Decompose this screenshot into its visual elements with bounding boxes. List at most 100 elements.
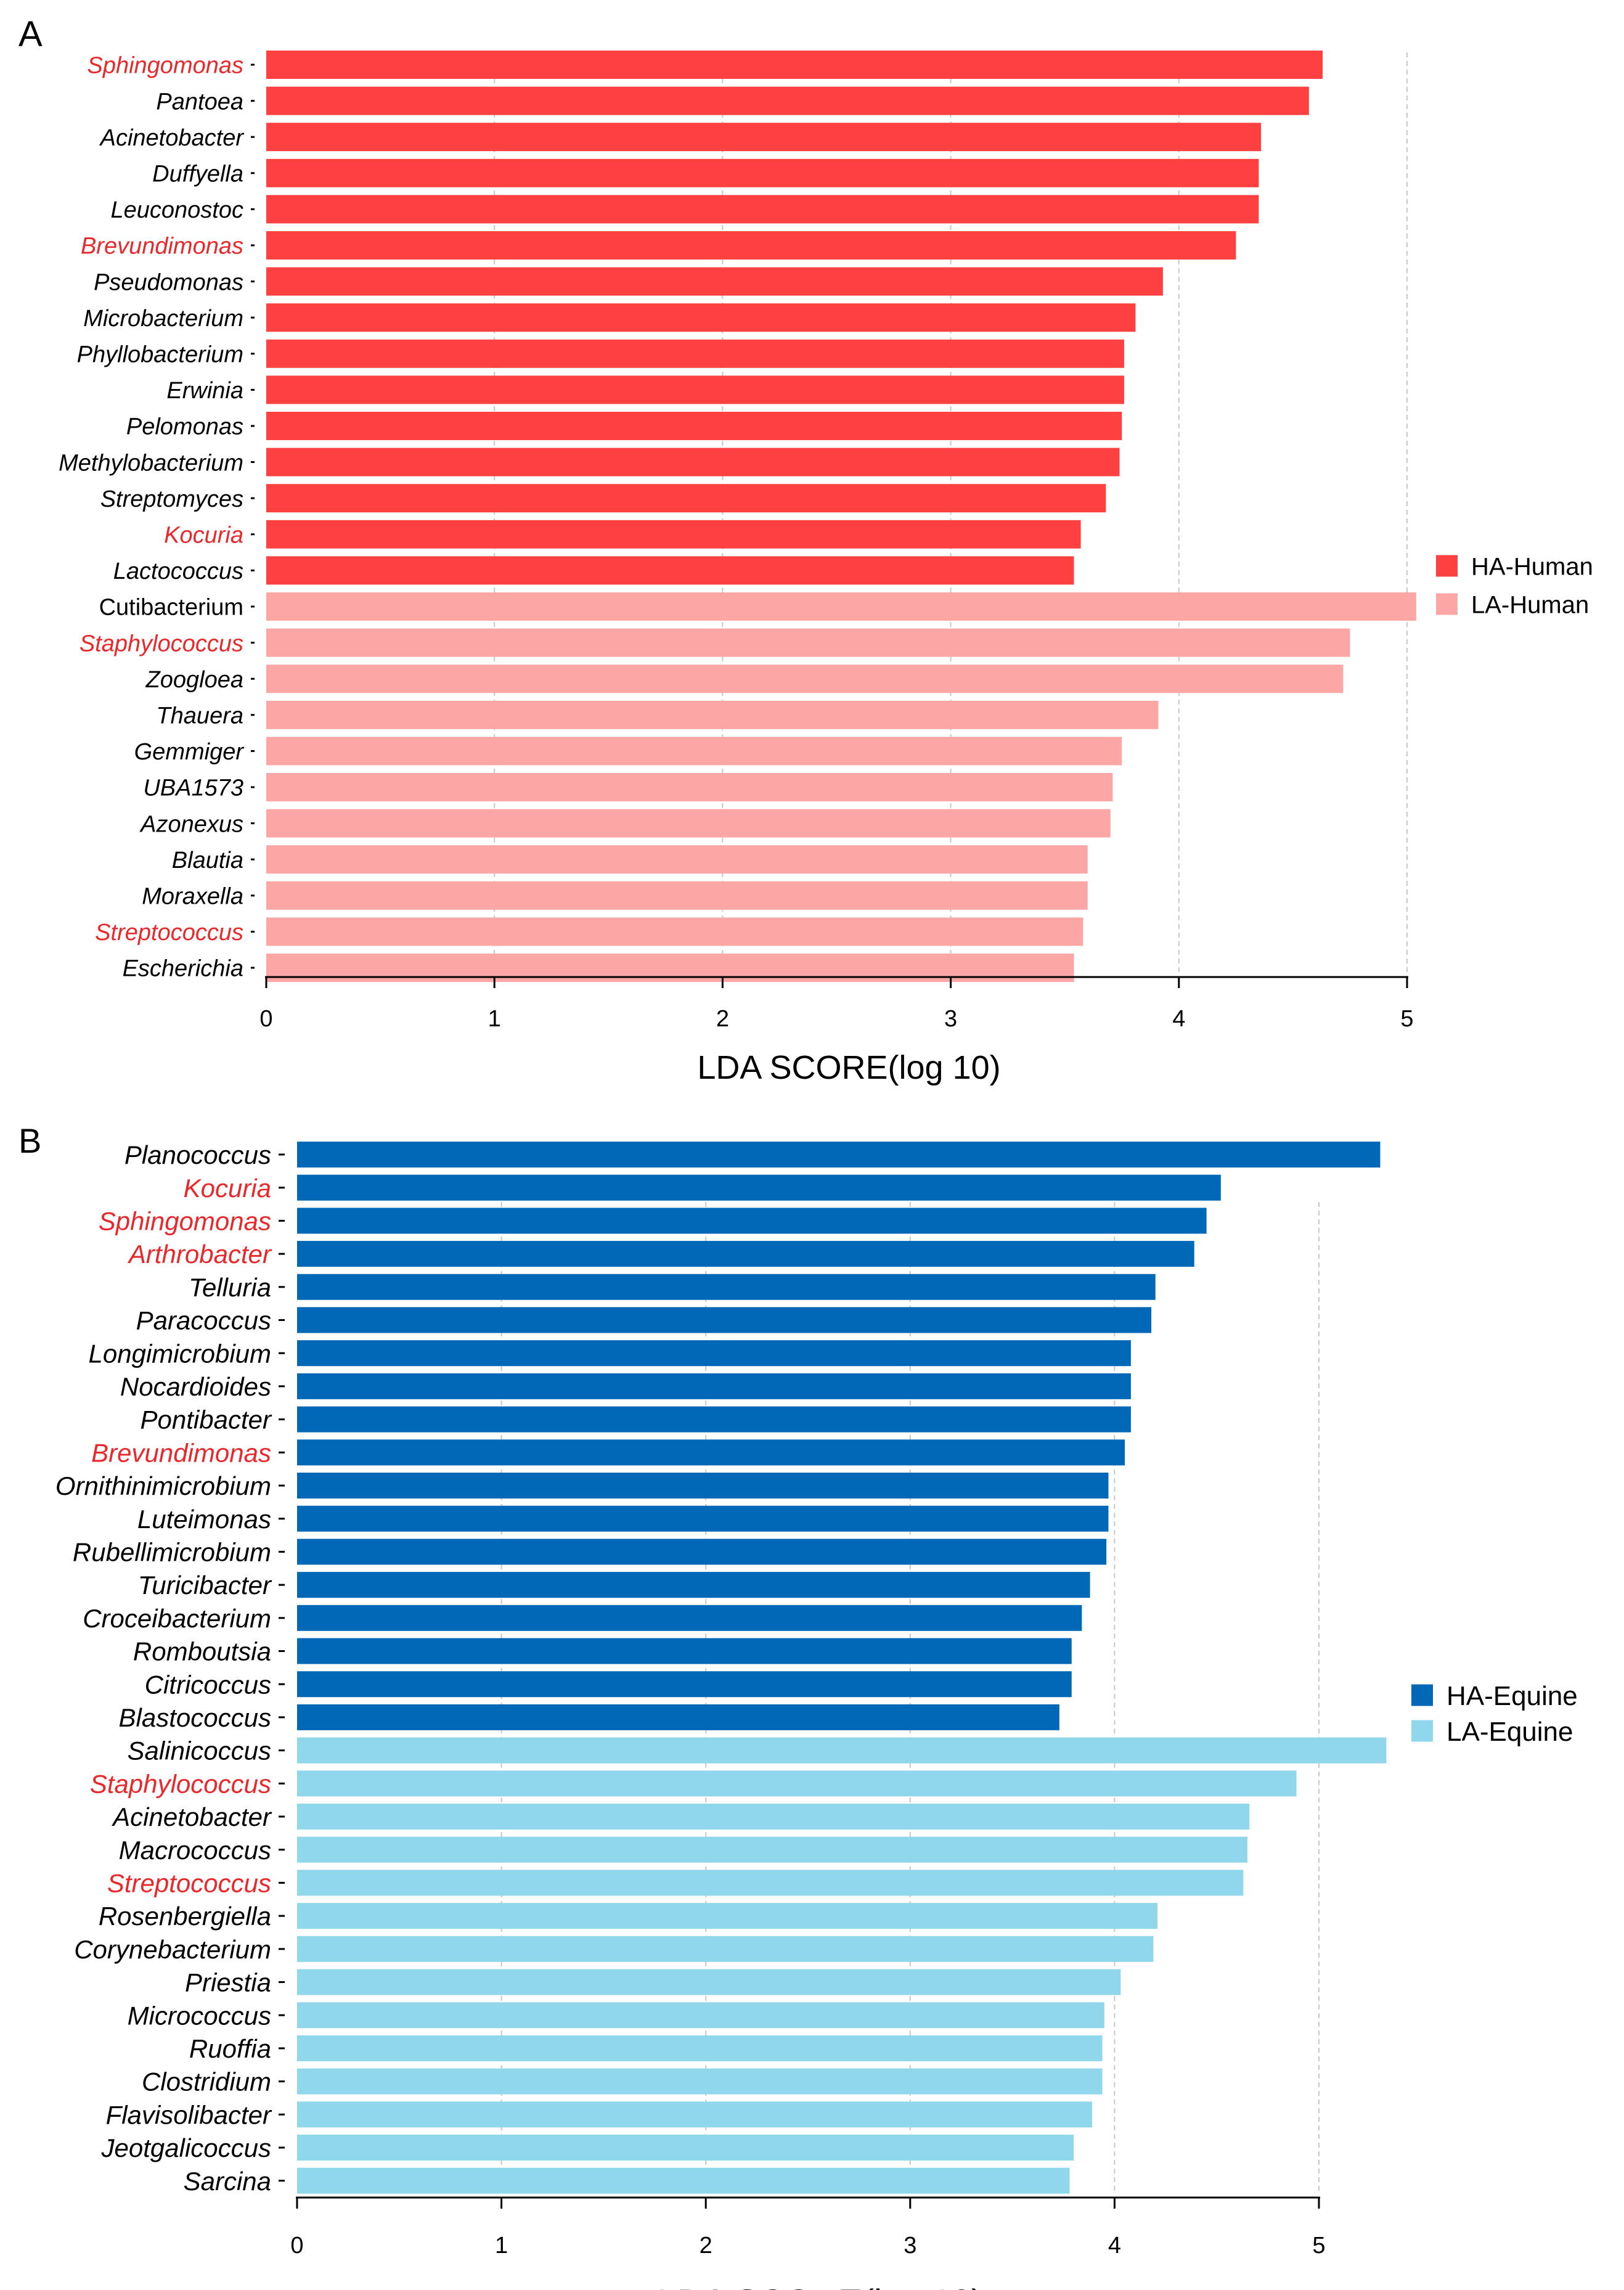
- category-label: Romboutsia: [133, 1637, 271, 1666]
- bar: [297, 1903, 1158, 1929]
- category-label: Staphylococcus: [90, 1769, 271, 1798]
- bar: [297, 1638, 1072, 1664]
- x-axis-title: LDA SCORE(log 10): [697, 1049, 1000, 1086]
- category-label: Streptococcus: [107, 1869, 271, 1898]
- bar: [266, 448, 1120, 476]
- bar: [266, 520, 1081, 549]
- category-label: Duffyella: [152, 161, 243, 187]
- category-label: Brevundimonas: [81, 234, 243, 260]
- category-label: Flavisolibacter: [106, 2100, 272, 2129]
- bar: [297, 1936, 1154, 1962]
- category-label: Priestia: [185, 1968, 271, 1997]
- bar: [297, 1174, 1221, 1201]
- category-label: Macrococcus: [119, 1836, 271, 1865]
- category-label: Nocardioides: [120, 1372, 271, 1401]
- category-label: Jeotgalicoccus: [101, 2133, 271, 2162]
- legend-swatch: [1436, 555, 1458, 577]
- bar: [297, 1307, 1152, 1333]
- category-label: Lactococcus: [113, 558, 243, 584]
- category-label: Staphylococcus: [80, 631, 243, 656]
- category-label: Longimicrobium: [89, 1339, 271, 1368]
- category-label: Rosenbergiella: [99, 1902, 271, 1931]
- category-label: Micrococcus: [128, 2001, 271, 2030]
- bar: [266, 700, 1159, 729]
- panel-label: B: [18, 1121, 41, 1160]
- bar: [266, 556, 1074, 585]
- category-label: Brevundimonas: [91, 1438, 271, 1467]
- category-label: Sphingomonas: [87, 53, 243, 79]
- category-label: Methylobacterium: [59, 450, 243, 476]
- legend-swatch: [1436, 593, 1458, 615]
- bar: [297, 1969, 1121, 1995]
- bar: [297, 1737, 1387, 1764]
- category-label: Sarcina: [184, 2167, 271, 2196]
- x-tick-label: 1: [488, 1006, 501, 1032]
- panel-b: B Planococcus Kocuria Sphingomonas Arthrobac…: [18, 1121, 1578, 2290]
- category-label: Kocuria: [184, 1174, 271, 1203]
- bar: [297, 2167, 1070, 2194]
- category-label: Moraxella: [142, 883, 243, 909]
- category-label: Planococcus: [124, 1140, 271, 1169]
- bar: [266, 484, 1106, 513]
- bar: [297, 1241, 1194, 1267]
- bar: [297, 2002, 1104, 2029]
- legend-label: LA-Equine: [1447, 1717, 1573, 1747]
- bar: [266, 845, 1088, 874]
- bar: [266, 737, 1122, 766]
- x-tick-label: 5: [1312, 2233, 1325, 2259]
- panel-label: A: [18, 14, 43, 54]
- x-tick-label: 4: [1108, 2233, 1121, 2259]
- bar: [297, 1770, 1297, 1797]
- x-tick-label: 5: [1400, 1006, 1413, 1032]
- category-label: Azonexus: [139, 811, 243, 837]
- category-label: Sphingomonas: [99, 1207, 271, 1236]
- x-tick-label: 1: [495, 2233, 508, 2259]
- bar: [297, 1406, 1131, 1433]
- panel-a: A Sphingomonas Pantoea Acinetobacter Duffyel…: [18, 14, 1593, 1086]
- category-label: Microbacterium: [83, 306, 243, 332]
- bar: [266, 51, 1323, 79]
- x-tick-label: 0: [290, 2233, 303, 2259]
- x-tick-label: 2: [700, 2233, 712, 2259]
- bar: [266, 195, 1259, 224]
- bar: [266, 86, 1309, 115]
- category-label: Citricoccus: [145, 1670, 271, 1699]
- category-label: Croceibacterium: [83, 1604, 271, 1633]
- bar: [266, 592, 1416, 621]
- x-tick-label: 2: [716, 1006, 729, 1032]
- category-label: Streptococcus: [95, 920, 243, 946]
- category-label: Streptomyces: [100, 486, 243, 512]
- category-label: Pontibacter: [141, 1405, 272, 1434]
- category-label: Arthrobacter: [127, 1240, 272, 1269]
- bar: [266, 809, 1111, 838]
- category-label: Zoogloea: [145, 667, 243, 693]
- bar: [297, 1704, 1059, 1730]
- category-label: Blastococcus: [119, 1703, 271, 1732]
- category-label: Acinetobacter: [111, 1802, 272, 1831]
- legend-swatch: [1411, 1684, 1433, 1706]
- category-label: Acinetobacter: [99, 125, 245, 151]
- category-label: Ruoffia: [189, 2034, 271, 2063]
- bar: [297, 1804, 1250, 1830]
- bar: [297, 1572, 1090, 1598]
- category-label: Escherichia: [123, 956, 243, 982]
- category-label: Phyllobacterium: [77, 341, 243, 367]
- bar: [266, 339, 1124, 368]
- category-label: Pelomonas: [126, 414, 243, 440]
- bar: [266, 665, 1344, 693]
- category-label: Gemmiger: [134, 739, 245, 765]
- bar: [297, 1671, 1072, 1698]
- x-tick-label: 0: [259, 1006, 272, 1032]
- legend-label: LA-Human: [1471, 591, 1589, 618]
- bar: [297, 1836, 1247, 1863]
- category-label: Paracoccus: [136, 1306, 271, 1335]
- bar: [266, 773, 1113, 801]
- category-label: Clostridium: [142, 2067, 271, 2096]
- category-label: Luteimonas: [137, 1505, 271, 1534]
- bar: [297, 1373, 1131, 1399]
- category-label: Blautia: [172, 848, 243, 873]
- bar: [266, 123, 1262, 152]
- category-label: Thauera: [156, 703, 243, 729]
- legend-label: HA-Equine: [1447, 1681, 1578, 1711]
